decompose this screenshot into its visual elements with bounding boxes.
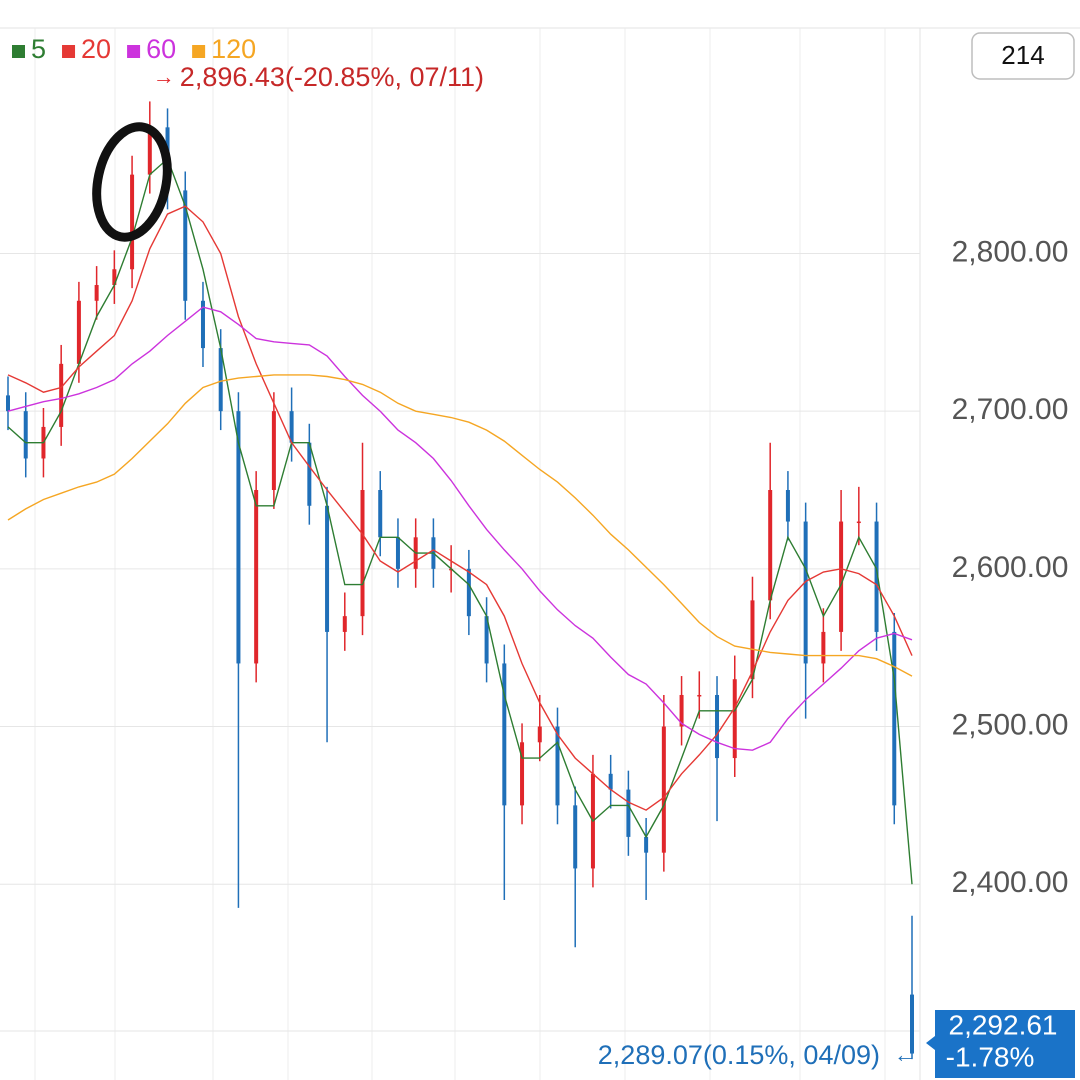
ma-line (7, 374, 913, 677)
candle-body (23, 411, 28, 459)
candle-body (360, 490, 365, 617)
y-tick-label: 2,700.00 (952, 393, 1069, 426)
high-arrow: → (153, 64, 175, 89)
legend-label: 60 (146, 34, 176, 64)
last-price: 2,292.61 (949, 1009, 1058, 1040)
candle-body (254, 490, 259, 664)
candle-body (821, 631, 826, 664)
candle-body (94, 285, 99, 301)
y-tick-label: 2,400.00 (952, 866, 1069, 899)
legend-label: 120 (211, 34, 256, 64)
price-box (926, 1010, 1075, 1078)
legend-swatch (192, 45, 206, 58)
ma-line (7, 157, 913, 885)
candle-body (520, 742, 525, 806)
high-annotation: 2,896.43(-20.85%, 07/11) (180, 62, 484, 92)
candle-body (147, 127, 152, 175)
candle-body (76, 300, 81, 364)
candle-body (803, 521, 808, 664)
annotations: → 2,896.43(-20.85%, 07/11) 2,289.07(0.15%,… (153, 62, 1075, 1078)
candle-body (892, 631, 897, 806)
candle-body (200, 300, 205, 349)
candle-body (183, 190, 188, 301)
legend-swatch (62, 45, 76, 58)
legend-label: 20 (81, 34, 111, 64)
candle-body (466, 568, 471, 617)
candle-body (218, 348, 223, 412)
candle-body (112, 269, 117, 286)
y-tick-label: 2,800.00 (952, 235, 1069, 268)
y-tick-label: 2,500.00 (952, 708, 1069, 741)
candle-body (502, 663, 507, 806)
candle-body (715, 694, 720, 759)
ma-line (7, 306, 913, 751)
low-arrow: ← (894, 1042, 916, 1067)
candle-body (839, 521, 844, 632)
candle-body (626, 789, 631, 837)
candle-body (325, 505, 330, 632)
candle-body (307, 442, 312, 506)
candle-body (555, 726, 560, 806)
candle-body (484, 616, 489, 664)
candle-body (750, 600, 755, 680)
candle-body (537, 726, 542, 743)
candle-body (785, 490, 790, 522)
candle-body (679, 694, 684, 727)
legend-swatch (127, 45, 141, 58)
candle-body (910, 994, 914, 1054)
last-change: -1.78% (946, 1041, 1035, 1072)
candle-body (130, 174, 135, 270)
candle-body (236, 411, 241, 664)
vertical-grid (34, 28, 886, 1080)
candle-body (395, 537, 400, 569)
candle-body (732, 679, 737, 759)
candles (6, 101, 914, 1060)
ma-line (7, 205, 913, 811)
candle-body (378, 490, 383, 538)
candle-body (6, 395, 10, 412)
candle-body (59, 363, 64, 427)
y-tick-label: 2,600.00 (952, 551, 1069, 584)
candle-body (874, 521, 879, 632)
candle-body (644, 836, 649, 853)
low-annotation: 2,289.07(0.15%, 04/09) (598, 1040, 880, 1070)
period-button-label[interactable]: 214 (1001, 40, 1044, 70)
candle-body (289, 411, 294, 443)
legend-label: 5 (31, 34, 46, 64)
candle-body (661, 726, 666, 853)
candle-body (697, 694, 702, 697)
grid-layer: 2,400.00 2,500.00 2,600.00 2,700.00 2,800.00 (0, 235, 1068, 899)
candle-body (608, 773, 613, 790)
candle-body (342, 616, 347, 632)
candle-body (573, 805, 578, 869)
legend: 5 20 60 120 (12, 34, 256, 64)
period-button[interactable] (971, 32, 1075, 80)
candle-body (856, 521, 861, 524)
moving-averages (7, 157, 913, 885)
candle-body (271, 411, 276, 491)
candle-body (768, 490, 773, 601)
legend-swatch (12, 45, 25, 58)
hand-drawn-circle (92, 122, 172, 242)
